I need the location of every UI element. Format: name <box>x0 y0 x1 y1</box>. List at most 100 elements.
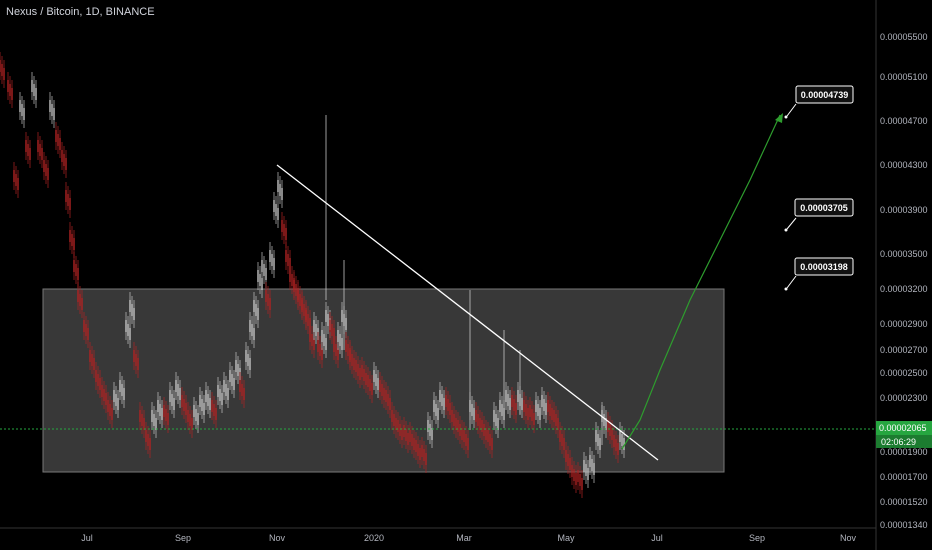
candle-body <box>7 80 9 92</box>
candle-body <box>43 160 45 172</box>
candle-body <box>313 338 315 350</box>
candle-body <box>145 430 147 442</box>
candle-body <box>69 198 71 210</box>
candle-body <box>451 410 453 422</box>
candle-body <box>169 390 171 402</box>
candle-body <box>333 340 335 352</box>
price-tick-label: 0.00004300 <box>880 160 928 170</box>
candle-body <box>521 398 523 410</box>
candle-body <box>101 385 103 397</box>
time-axis[interactable]: Jul Sep Nov 2020 Mar May Jul Sep Nov <box>0 527 876 543</box>
candle-body <box>589 455 591 467</box>
candle-body <box>243 388 245 400</box>
candle-body <box>317 340 319 352</box>
candle-body <box>393 414 395 426</box>
candle-body <box>153 414 155 426</box>
candle-body <box>105 393 107 405</box>
candle-body <box>429 424 431 436</box>
candle-body <box>623 438 625 450</box>
candle-body <box>261 260 263 272</box>
candle-body <box>567 454 569 466</box>
candle-body <box>405 429 407 441</box>
candle-body <box>435 404 437 416</box>
candle-body <box>353 358 355 370</box>
candle-body <box>491 438 493 450</box>
target-callout-1[interactable]: 0.00004739 <box>784 85 854 119</box>
candle-body <box>173 398 175 410</box>
candle-body <box>619 430 621 442</box>
candle-body <box>495 414 497 426</box>
candle-body <box>447 399 449 411</box>
candle-body <box>283 224 285 236</box>
candle-body <box>559 430 561 442</box>
candle-body <box>89 350 91 362</box>
target-callout-2[interactable]: 0.00003705 <box>784 198 854 232</box>
candle-body <box>259 274 261 286</box>
candle-body <box>489 434 491 446</box>
candle-body <box>219 389 221 401</box>
projection-arrow[interactable] <box>621 114 781 450</box>
candle-body <box>295 284 297 296</box>
candle-body <box>93 358 95 370</box>
candle-body <box>99 378 101 390</box>
candle-body <box>73 238 75 250</box>
candle-body <box>621 434 623 446</box>
candle-body <box>597 434 599 446</box>
candle-body <box>355 360 357 372</box>
candle-body <box>399 424 401 436</box>
candle-body <box>209 398 211 410</box>
candle-body <box>63 154 65 166</box>
candle-body <box>251 324 253 336</box>
chart-title: Nexus / Bitcoin, 1D, BINANCE <box>6 6 155 18</box>
price-tick-label: 0.00003900 <box>880 205 928 215</box>
candle-body <box>361 365 363 377</box>
candle-body <box>351 354 353 366</box>
candle-body <box>239 380 241 392</box>
candle-body <box>273 258 275 270</box>
candle-body <box>537 404 539 416</box>
candle-body <box>69 230 71 242</box>
candle-body <box>9 84 11 96</box>
candle-body <box>97 374 99 386</box>
candle-body <box>163 405 165 417</box>
candle-body <box>575 473 577 485</box>
price-tick-label: 0.00001900 <box>880 447 928 457</box>
candle-body <box>141 414 143 426</box>
price-axis[interactable]: 0.00005500 0.00005100 0.00004700 0.00004300… <box>875 0 928 550</box>
candle-body <box>431 428 433 440</box>
candle-body <box>305 310 307 322</box>
candle-body <box>599 438 601 450</box>
descending-trendline[interactable] <box>276 164 659 461</box>
candle-body <box>377 378 379 390</box>
candle-body <box>87 328 89 340</box>
candle-body <box>473 408 475 420</box>
candle-body <box>443 398 445 410</box>
target-callout-3[interactable]: 0.00003198 <box>784 257 854 291</box>
candle-body <box>177 384 179 396</box>
candle-body <box>493 410 495 422</box>
price-tick-label: 0.00003200 <box>880 284 928 294</box>
candle-body <box>371 383 373 395</box>
candle-body <box>193 405 195 417</box>
candle-body <box>315 324 317 336</box>
candle-body <box>481 420 483 432</box>
candle-body <box>341 310 343 322</box>
candle-body <box>453 414 455 426</box>
candle-body <box>309 330 311 342</box>
candle-body <box>507 394 509 406</box>
candle-body <box>25 140 27 152</box>
candle-body <box>23 108 25 120</box>
candle-body <box>517 390 519 402</box>
candle-body <box>15 174 17 186</box>
price-tick-label: 0.00002900 <box>880 319 928 329</box>
candle-body <box>301 300 303 312</box>
candle-body <box>531 409 533 421</box>
candle-body <box>119 380 121 392</box>
candle-body <box>511 395 513 407</box>
candle-body <box>535 400 537 412</box>
candle-body <box>275 204 277 216</box>
candle-body <box>571 465 573 477</box>
candle-body <box>131 304 133 316</box>
candle-body <box>341 338 343 350</box>
